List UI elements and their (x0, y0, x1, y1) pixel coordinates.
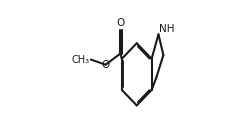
Text: O: O (116, 18, 124, 28)
Text: O: O (101, 60, 110, 70)
Text: CH₃: CH₃ (71, 55, 89, 65)
Text: NH: NH (159, 24, 174, 34)
